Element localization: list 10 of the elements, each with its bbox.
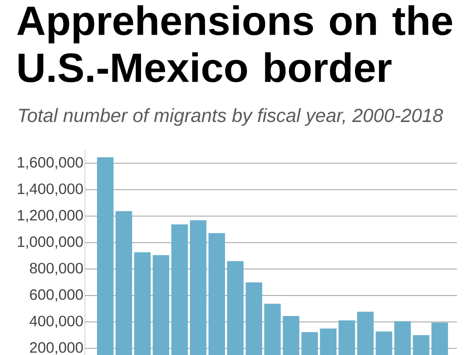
y-tick-label: 600,000 bbox=[30, 289, 83, 302]
y-tick-label: 1,000,000 bbox=[18, 236, 83, 249]
y-tick-label: 800,000 bbox=[30, 262, 83, 276]
y-tick-label: 200,000 bbox=[30, 342, 83, 355]
y-tick-label: 400,000 bbox=[30, 316, 83, 328]
y-tick-label: 1,200,000 bbox=[18, 210, 83, 222]
y-tick-label: 1,600,000 bbox=[18, 157, 83, 170]
chart-title: Apprehensions on the U.S.-Mexico border bbox=[17, 5, 452, 82]
chart-subtitle: Total number of migrants by fiscal year, 2000-2018 bbox=[18, 108, 443, 126]
y-tick-label: 1,400,000 bbox=[18, 183, 83, 196]
